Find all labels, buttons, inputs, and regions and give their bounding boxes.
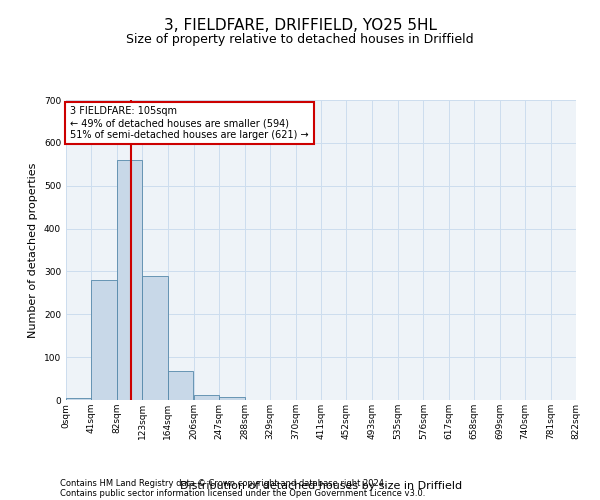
Text: 3 FIELDFARE: 105sqm
← 49% of detached houses are smaller (594)
51% of semi-detac: 3 FIELDFARE: 105sqm ← 49% of detached ho…	[70, 106, 309, 140]
X-axis label: Distribution of detached houses by size in Driffield: Distribution of detached houses by size …	[180, 481, 462, 491]
Text: Contains HM Land Registry data © Crown copyright and database right 2024.: Contains HM Land Registry data © Crown c…	[60, 478, 386, 488]
Bar	[117, 160, 142, 400]
Bar	[194, 395, 219, 400]
Bar	[66, 398, 91, 400]
Text: Contains public sector information licensed under the Open Government Licence v3: Contains public sector information licen…	[60, 488, 425, 498]
Bar	[219, 396, 245, 400]
Bar	[168, 371, 193, 400]
Bar	[91, 280, 117, 400]
Text: 3, FIELDFARE, DRIFFIELD, YO25 5HL: 3, FIELDFARE, DRIFFIELD, YO25 5HL	[163, 18, 437, 32]
Bar	[142, 276, 168, 400]
Y-axis label: Number of detached properties: Number of detached properties	[28, 162, 38, 338]
Text: Size of property relative to detached houses in Driffield: Size of property relative to detached ho…	[126, 32, 474, 46]
